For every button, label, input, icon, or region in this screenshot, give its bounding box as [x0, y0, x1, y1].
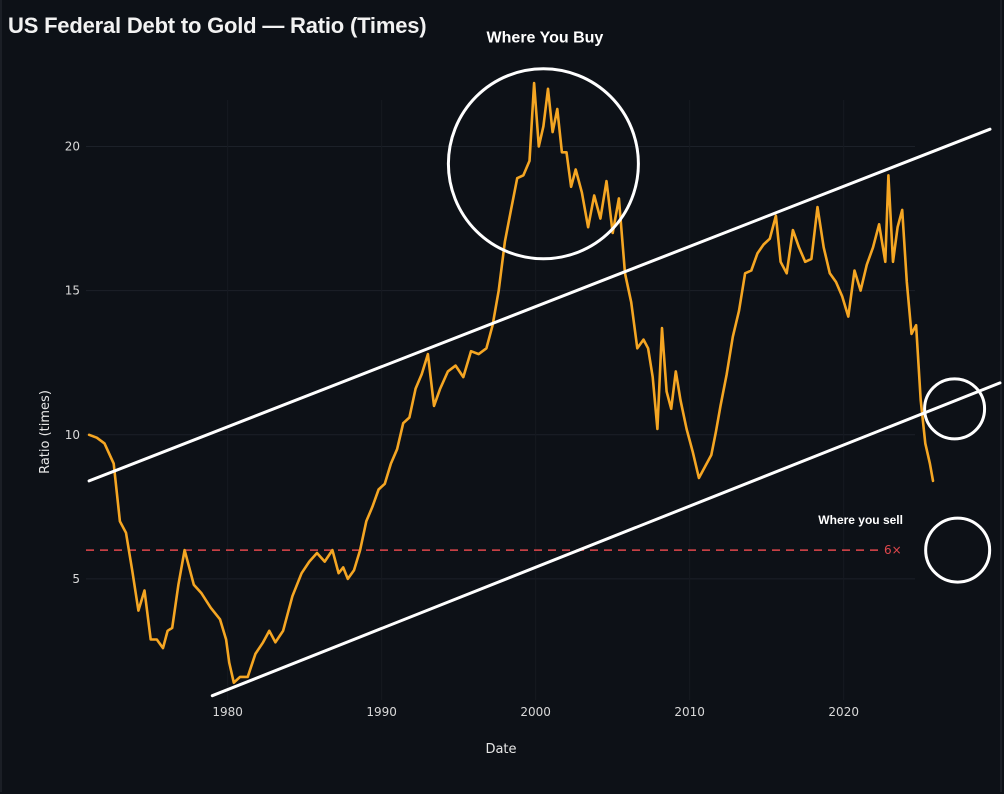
y-tick-label: 15	[65, 284, 80, 298]
reference-line-label: 6×	[884, 543, 902, 557]
axes: 5 10 15 20 1980 1990 2000 2010 2020 Date Ratio (ti…	[38, 139, 859, 757]
highlight-circle	[923, 377, 987, 441]
grid-lines	[86, 100, 915, 700]
page-title: US Federal Debt to Gold — Ratio (Times)	[8, 13, 427, 38]
x-tick-label: 2000	[520, 705, 551, 719]
annotation-where-you-buy: Where You Buy	[487, 30, 604, 47]
series-layer	[87, 81, 935, 685]
upper-channel-line	[87, 127, 992, 483]
annotation-where-you-sell: Where you sell	[818, 513, 903, 527]
x-tick-label: 2020	[828, 705, 859, 719]
lower-channel-line	[210, 381, 1002, 698]
channel-lines-layer	[87, 127, 1002, 698]
annotations: Where You Buy Where you sell	[487, 30, 903, 527]
annotation-circles	[446, 67, 992, 584]
x-axis-title: Date	[485, 742, 516, 757]
x-tick-label: 2010	[674, 705, 705, 719]
highlight-circle	[924, 516, 992, 584]
y-tick-label: 20	[65, 139, 80, 153]
y-tick-label: 5	[72, 572, 80, 586]
x-tick-label: 1990	[366, 705, 397, 719]
reference-line-layer: 6×	[86, 543, 902, 557]
x-tick-label: 1980	[212, 705, 243, 719]
ratio-series-line	[87, 81, 935, 685]
highlight-circle	[446, 67, 640, 261]
y-tick-label: 10	[65, 428, 80, 442]
y-axis-title: Ratio (times)	[38, 390, 53, 474]
